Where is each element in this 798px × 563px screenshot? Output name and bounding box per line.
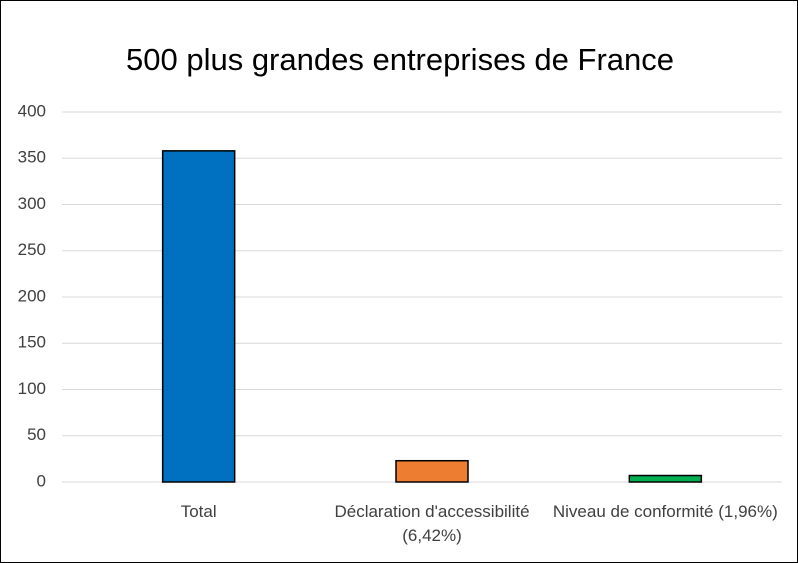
x-tick-label-box: Déclaration d'accessibilité (6,42%) bbox=[334, 502, 530, 545]
y-tick-label: 350 bbox=[18, 148, 46, 167]
x-tick-label: Total bbox=[180, 502, 217, 521]
x-tick-label: Déclaration d'accessibilité (6,42%) bbox=[334, 502, 530, 545]
x-tick-label: Niveau de conformité (1,96%) bbox=[552, 502, 778, 521]
chart-title: 500 plus grandes entreprises de France bbox=[126, 42, 674, 77]
y-tick-label: 250 bbox=[18, 240, 46, 259]
y-tick-label: 100 bbox=[18, 379, 46, 398]
bar bbox=[395, 459, 469, 483]
y-tick-label: 0 bbox=[37, 471, 46, 490]
y-tick-label: 400 bbox=[18, 101, 46, 120]
y-tick-label: 50 bbox=[27, 425, 46, 444]
x-tick-label-box: Total bbox=[180, 502, 217, 521]
bar bbox=[161, 150, 236, 483]
x-tick-label-box: Niveau de conformité (1,96%) bbox=[552, 502, 778, 521]
y-tick-label: 300 bbox=[18, 194, 46, 213]
bar bbox=[628, 474, 703, 483]
y-tick-label: 200 bbox=[18, 286, 46, 305]
y-tick-label: 150 bbox=[18, 333, 46, 352]
